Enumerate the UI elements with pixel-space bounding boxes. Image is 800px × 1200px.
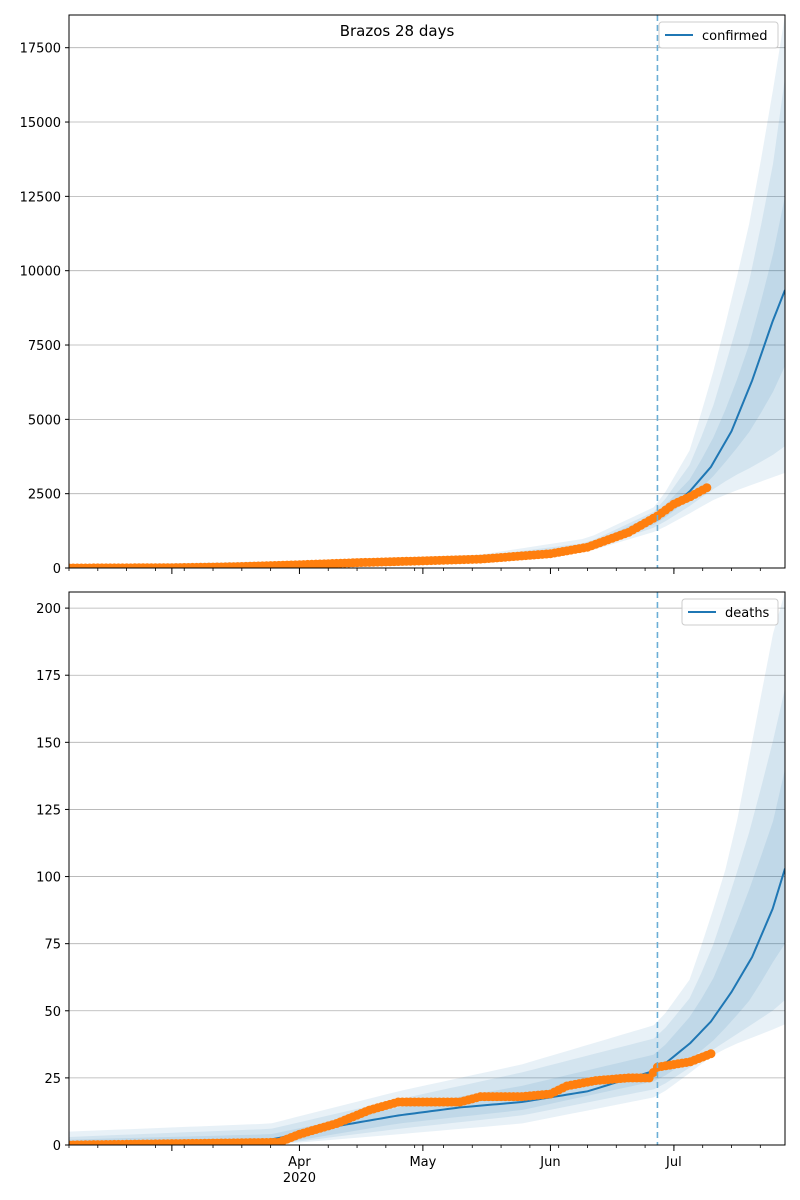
y-tick-label: 50 xyxy=(44,1005,61,1020)
legend-label: deaths xyxy=(725,606,770,621)
y-tick-label: 12500 xyxy=(20,190,61,205)
x-tick-year-label: 2020 xyxy=(283,1171,316,1186)
y-tick-label: 175 xyxy=(36,669,61,684)
x-tick-label: May xyxy=(409,1155,436,1170)
chart-title: Brazos 28 days xyxy=(340,22,455,40)
y-tick-label: 125 xyxy=(36,803,61,818)
plot-area xyxy=(69,15,785,568)
y-tick-label: 150 xyxy=(36,736,61,751)
legend-label: confirmed xyxy=(702,29,768,44)
y-tick-label: 15000 xyxy=(20,116,61,131)
y-tick-label: 5000 xyxy=(28,413,61,428)
y-tick-label: 200 xyxy=(36,602,61,617)
legend-box xyxy=(681,598,779,626)
y-tick-label: 7500 xyxy=(28,339,61,354)
y-tick-label: 2500 xyxy=(28,488,61,503)
plot-frame xyxy=(68,14,786,569)
plot-frame xyxy=(68,591,786,1146)
y-tick-label: 10000 xyxy=(20,265,61,280)
observed-point xyxy=(706,1049,716,1059)
confirmed-line xyxy=(69,289,785,568)
y-tick-label: 75 xyxy=(44,938,61,953)
legend-box xyxy=(658,21,779,49)
y-tick-label: 17500 xyxy=(20,42,61,57)
y-tick-label: 100 xyxy=(36,871,61,886)
x-tick-label: Jul xyxy=(665,1155,682,1170)
y-tick-label: 0 xyxy=(53,1139,61,1154)
y-tick-label: 25 xyxy=(44,1072,61,1087)
plot-area xyxy=(69,592,785,1145)
x-tick-label: Apr xyxy=(288,1155,311,1170)
x-tick-label: Jun xyxy=(539,1155,560,1170)
confirmed-panel: 0 2500 5000 7500 10000 12500 15000 17500 confirm… xyxy=(20,14,786,577)
y-tick-label: 0 xyxy=(53,562,61,577)
observed-point xyxy=(702,483,712,493)
